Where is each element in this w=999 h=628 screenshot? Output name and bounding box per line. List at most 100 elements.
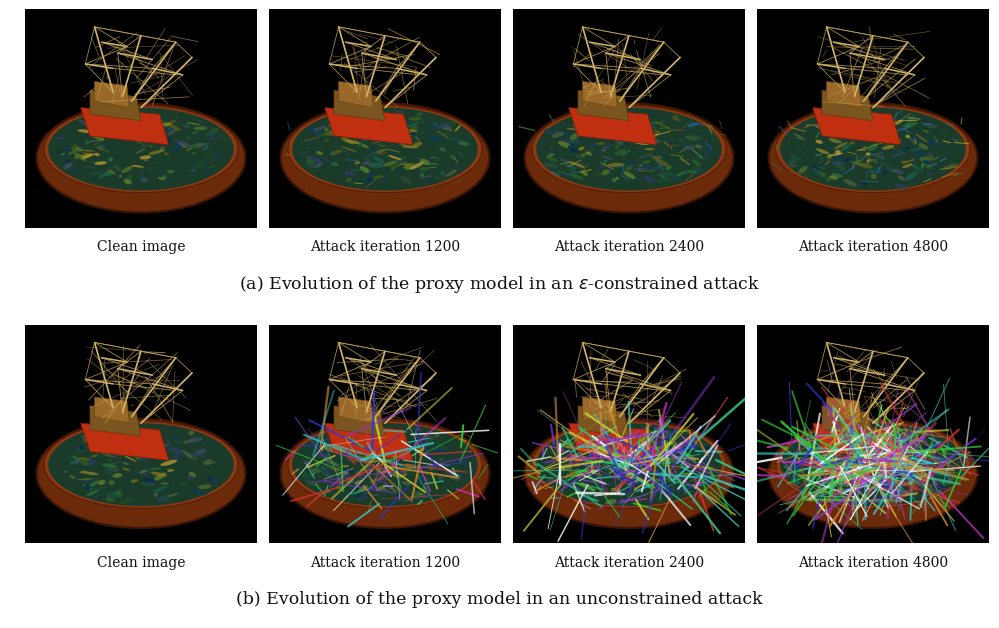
Ellipse shape (57, 151, 64, 154)
Ellipse shape (142, 453, 147, 455)
Ellipse shape (620, 434, 625, 438)
Ellipse shape (80, 446, 84, 450)
Ellipse shape (825, 479, 835, 481)
Ellipse shape (428, 180, 435, 181)
Text: (b) Evolution of the proxy model in an unconstrained attack: (b) Evolution of the proxy model in an u… (236, 591, 763, 608)
Ellipse shape (91, 161, 107, 164)
Ellipse shape (105, 497, 116, 502)
Ellipse shape (373, 156, 386, 164)
Ellipse shape (829, 436, 835, 441)
Ellipse shape (640, 468, 649, 472)
Polygon shape (568, 107, 656, 144)
Ellipse shape (625, 165, 632, 171)
Ellipse shape (158, 177, 165, 180)
Ellipse shape (900, 462, 915, 469)
Ellipse shape (347, 455, 354, 460)
Ellipse shape (343, 146, 358, 153)
Ellipse shape (684, 485, 691, 490)
Ellipse shape (608, 166, 614, 170)
Ellipse shape (416, 448, 424, 452)
Ellipse shape (599, 165, 603, 168)
Ellipse shape (98, 480, 105, 485)
Ellipse shape (560, 443, 574, 449)
Ellipse shape (109, 480, 115, 485)
Ellipse shape (602, 112, 617, 118)
Ellipse shape (415, 474, 423, 478)
Ellipse shape (835, 150, 841, 154)
Ellipse shape (401, 445, 405, 447)
Ellipse shape (203, 145, 210, 151)
Ellipse shape (564, 163, 575, 170)
Ellipse shape (852, 160, 863, 164)
Ellipse shape (643, 138, 649, 143)
Ellipse shape (896, 495, 901, 497)
Polygon shape (339, 82, 374, 107)
Ellipse shape (883, 469, 894, 474)
Ellipse shape (834, 149, 842, 152)
Ellipse shape (594, 173, 604, 176)
Ellipse shape (136, 148, 145, 154)
Ellipse shape (608, 456, 613, 459)
Ellipse shape (590, 132, 599, 137)
Ellipse shape (135, 130, 144, 136)
Ellipse shape (843, 179, 857, 187)
Ellipse shape (597, 119, 610, 122)
Ellipse shape (663, 431, 672, 438)
Ellipse shape (204, 170, 212, 172)
Ellipse shape (419, 175, 434, 178)
Ellipse shape (440, 148, 447, 151)
Ellipse shape (438, 463, 450, 467)
Ellipse shape (678, 138, 685, 143)
Ellipse shape (543, 129, 556, 135)
Ellipse shape (656, 489, 670, 497)
Ellipse shape (411, 162, 424, 169)
Ellipse shape (140, 472, 149, 475)
Ellipse shape (342, 428, 348, 433)
Ellipse shape (351, 124, 359, 129)
Ellipse shape (870, 122, 881, 127)
Ellipse shape (690, 455, 693, 458)
Ellipse shape (115, 434, 128, 438)
Ellipse shape (916, 453, 923, 458)
Ellipse shape (576, 127, 582, 129)
Ellipse shape (149, 145, 153, 148)
Ellipse shape (791, 473, 803, 480)
Ellipse shape (583, 435, 597, 443)
Ellipse shape (198, 484, 212, 489)
Ellipse shape (153, 122, 171, 127)
Ellipse shape (403, 467, 413, 473)
Ellipse shape (650, 441, 657, 445)
Ellipse shape (312, 473, 316, 475)
Ellipse shape (435, 442, 448, 450)
Ellipse shape (365, 464, 372, 468)
Ellipse shape (829, 153, 843, 156)
Ellipse shape (325, 133, 337, 136)
Ellipse shape (578, 146, 584, 151)
Polygon shape (826, 397, 861, 423)
Ellipse shape (451, 476, 461, 481)
Ellipse shape (665, 166, 672, 170)
Ellipse shape (941, 131, 947, 135)
Ellipse shape (691, 167, 701, 172)
Ellipse shape (371, 494, 380, 496)
Ellipse shape (148, 137, 163, 141)
Ellipse shape (551, 148, 554, 153)
Ellipse shape (596, 143, 604, 145)
Ellipse shape (649, 490, 654, 493)
Ellipse shape (65, 160, 71, 165)
Ellipse shape (142, 447, 160, 454)
Ellipse shape (856, 156, 870, 161)
Ellipse shape (378, 144, 387, 147)
Ellipse shape (599, 465, 612, 474)
Ellipse shape (614, 139, 623, 145)
Ellipse shape (938, 172, 944, 174)
Ellipse shape (859, 475, 870, 484)
Ellipse shape (862, 181, 867, 187)
Ellipse shape (915, 151, 924, 158)
Ellipse shape (642, 447, 654, 451)
Ellipse shape (167, 129, 177, 136)
Ellipse shape (823, 458, 835, 465)
Ellipse shape (137, 124, 147, 126)
Ellipse shape (430, 124, 441, 129)
Ellipse shape (439, 458, 444, 461)
